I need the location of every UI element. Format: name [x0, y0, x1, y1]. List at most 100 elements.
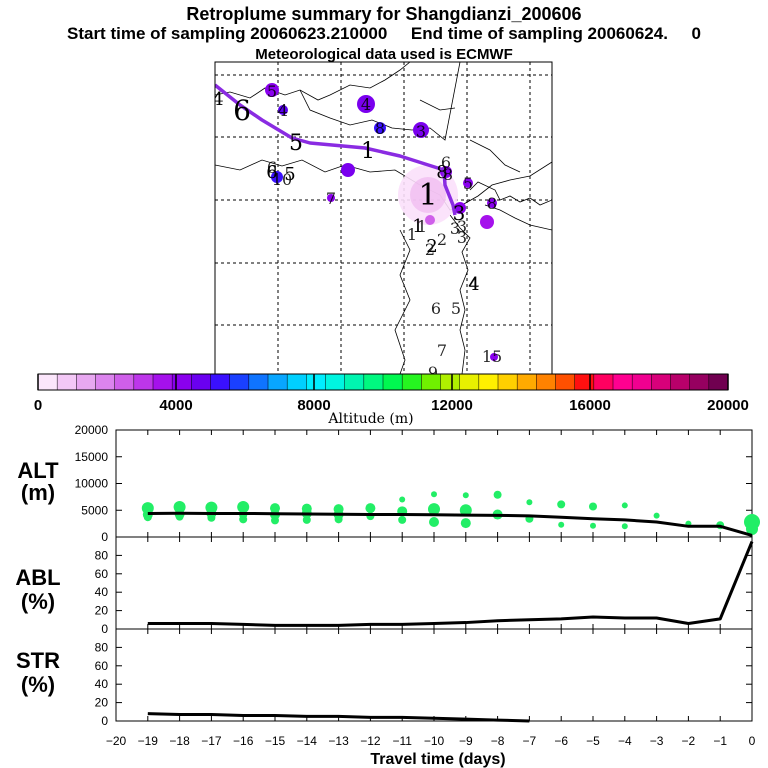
map-track-label: 5: [289, 131, 303, 156]
colorbar-swatch: [402, 374, 422, 390]
colorbar-swatch: [613, 374, 633, 390]
colorbar-swatch: [536, 374, 556, 390]
x-tick-label: −2: [682, 734, 696, 748]
map-track-label: 2: [426, 236, 437, 257]
panel-frame: [115, 628, 753, 722]
map-point-label: 4: [278, 101, 288, 120]
map-point-label: 7: [326, 189, 336, 208]
str-label-line2: (%): [21, 672, 55, 697]
alt-scatter-point: [143, 513, 152, 522]
colorbar-tick-label: 4000: [159, 397, 192, 414]
map-cluster-dot: [278, 105, 288, 115]
x-tick-label: −15: [265, 734, 286, 748]
map-point-label: 10: [272, 170, 292, 189]
alt-scatter-point: [399, 496, 406, 503]
panel-abl: 0 20 40 60 80: [95, 536, 754, 636]
map-track-label: 4: [212, 89, 223, 110]
y-tick-label: 5000: [81, 503, 108, 517]
map-cluster-dot: [454, 202, 466, 214]
alt-scatter-point: [207, 513, 216, 522]
map-grid: [215, 62, 552, 374]
map-track-label: 6: [233, 94, 251, 127]
map-track-label: 4: [468, 274, 479, 295]
x-tick-label: −11: [392, 734, 412, 748]
x-tick-label: −9: [459, 734, 473, 748]
altitude-colorbar: 0 4000 8000 12000 16000 20000: [34, 373, 749, 414]
map-point-label: 4: [469, 275, 479, 294]
map-point-label: 3: [457, 228, 467, 247]
x-tick-label: −18: [169, 734, 190, 748]
y-tick-label: 0: [101, 622, 108, 636]
colorbar-tick-label: 0: [34, 397, 42, 414]
colorbar-swatch: [421, 374, 441, 390]
map-point-label: 2: [437, 230, 447, 249]
colorbar-swatch: [651, 374, 671, 390]
x-tick-label: −12: [360, 734, 381, 748]
colorbar-swatch: [306, 374, 326, 390]
colorbar-swatch: [363, 374, 384, 390]
x-tick-label: −3: [650, 734, 664, 748]
time-series-panels: 0 5000 10000 15000 20000 0 20 40 60 80 0 20 40 60 80 −2…: [75, 423, 760, 748]
x-tick-label: −16: [233, 734, 254, 748]
colorbar-swatch: [325, 374, 346, 390]
map-track-label: 8: [436, 162, 447, 183]
panel-frame: [115, 536, 753, 630]
colorbar-swatch: [191, 374, 211, 390]
map-point-label: 4: [361, 95, 371, 114]
colorbar-swatch: [383, 374, 403, 390]
alt-scatter-point: [365, 503, 376, 514]
colorbar-swatch: [248, 374, 269, 390]
colorbar-label: Altitude (m): [327, 411, 413, 427]
map-cluster-dot: [357, 95, 375, 113]
map-point-label: 9: [428, 363, 438, 382]
sampling-times: Start time of sampling 20060623.210000 E…: [66, 24, 701, 43]
map-cluster-dot: [463, 178, 473, 188]
y-tick-label: 15000: [75, 450, 109, 464]
colorbar-swatch: [133, 374, 154, 390]
x-tick-label: −5: [586, 734, 600, 748]
alt-scatter-point: [526, 499, 533, 506]
colorbar-swatch: [555, 374, 576, 390]
colorbar-swatch: [76, 374, 96, 390]
colorbar-swatch: [153, 374, 173, 390]
y-tick-label: 0: [101, 530, 108, 544]
colorbar-swatch: [210, 374, 231, 390]
colorbar-swatch: [574, 374, 595, 390]
alt-scatter-point: [271, 516, 279, 525]
map-cluster-dot: [490, 353, 498, 361]
y-tick-label: 10000: [75, 477, 109, 491]
colorbar-swatch: [478, 374, 499, 390]
map-point-label: 1: [417, 217, 427, 236]
x-tick-label: −4: [618, 734, 632, 748]
map-track-label: 1: [412, 216, 423, 237]
alt-scatter-point: [429, 517, 439, 528]
series-line-str: [147, 712, 530, 723]
colorbar-tick-label: 16000: [569, 397, 611, 414]
map-background: [215, 62, 552, 374]
alt-scatter-point: [431, 491, 437, 498]
colorbar-swatch: [708, 374, 729, 390]
alt-scatter-point: [237, 501, 250, 514]
x-axis-title: Travel time (days): [370, 751, 505, 768]
chart-title: Retroplume summary for Shangdianzi_20060…: [186, 4, 582, 24]
map-track-label: 1: [418, 178, 437, 213]
abl-label-line1: ABL: [15, 565, 60, 590]
abl-label-line2: (%): [21, 589, 55, 614]
x-tick-label: −1: [713, 734, 727, 748]
map-point-label: 15: [482, 347, 502, 366]
map-cluster-dot: [271, 171, 283, 183]
alt-scatter-point: [621, 502, 628, 509]
map-track-label: 6: [266, 162, 277, 183]
series-line-alt: [147, 511, 753, 537]
colorbar-swatch: [670, 374, 691, 390]
map-cluster-dot: [327, 194, 335, 202]
map-point-label: 3: [450, 219, 460, 238]
alt-scatter-point: [590, 522, 596, 529]
y-tick-label: 20000: [75, 423, 109, 437]
map-point-label: 5: [267, 82, 277, 101]
x-tick-label: −17: [201, 734, 222, 748]
map-cluster-points: [265, 83, 498, 361]
